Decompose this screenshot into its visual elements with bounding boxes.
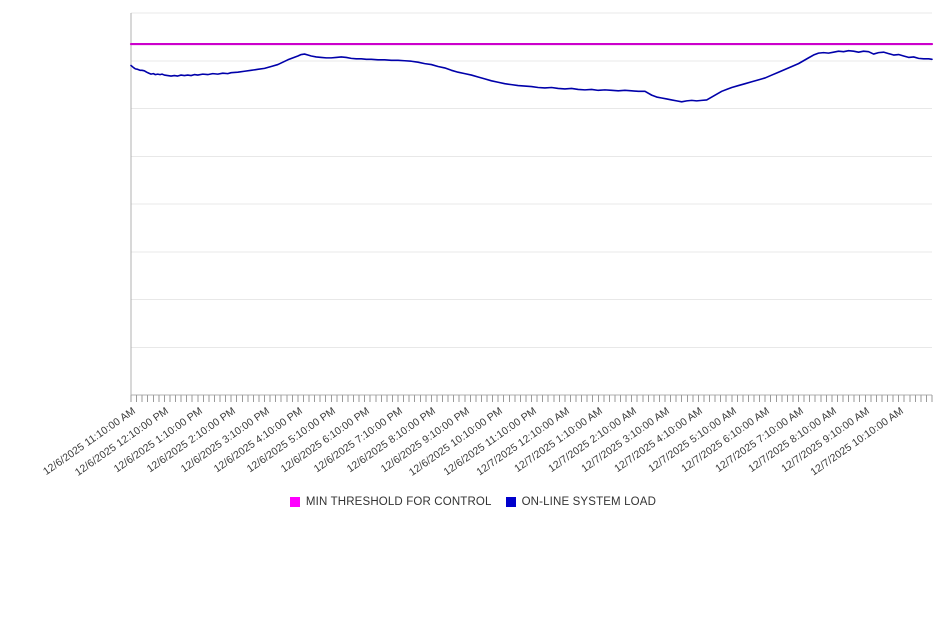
- legend-swatch-on-line-system-load: [505, 497, 516, 507]
- line-chart-plot: [129, 12, 934, 402]
- legend-item-on-line-system-load[interactable]: ON-LINE SYSTEM LOAD: [505, 496, 657, 508]
- legend-label-on-line-system-load: ON-LINE SYSTEM LOAD: [521, 496, 657, 508]
- chart-legend: MIN THRESHOLD FOR CONTROL ON-LINE SYSTEM…: [0, 496, 946, 508]
- x-axis-minor-ticks: [130, 395, 933, 402]
- legend-item-min-threshold-for-control[interactable]: MIN THRESHOLD FOR CONTROL: [289, 496, 492, 508]
- legend-swatch-min-threshold-for-control: [289, 497, 300, 507]
- series-lines-group: [129, 42, 934, 103]
- legend-label-min-threshold-for-control: MIN THRESHOLD FOR CONTROL: [305, 496, 492, 508]
- series-line-1: [130, 49, 933, 103]
- chart-container: 12/6/2025 11:10:00 AM 12/6/2025 12:10:00 …: [0, 12, 946, 508]
